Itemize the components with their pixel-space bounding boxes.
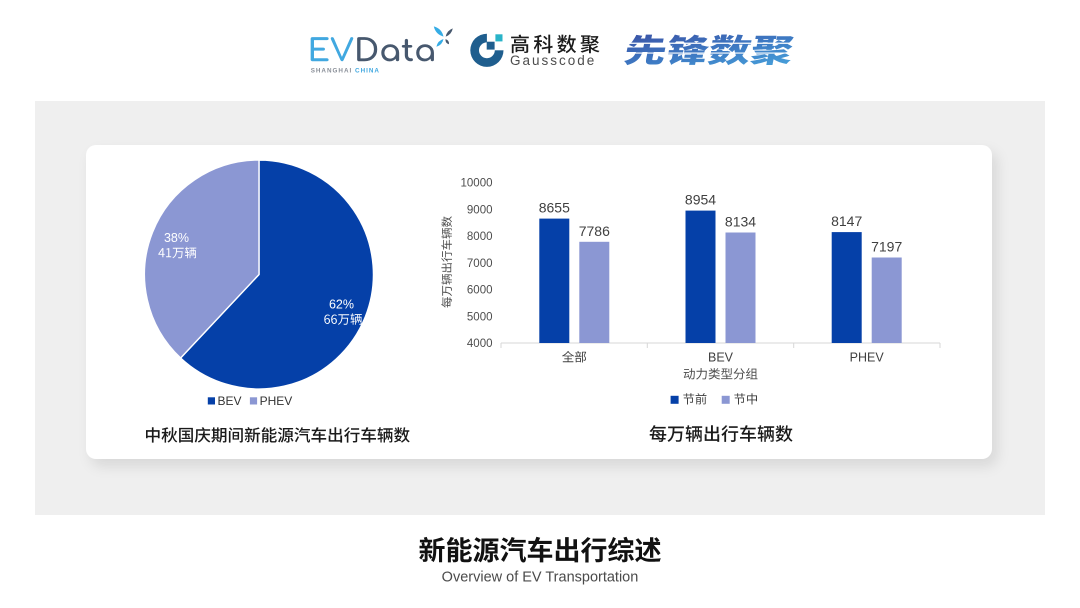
svg-text:7000: 7000 — [467, 258, 493, 270]
svg-text:5000: 5000 — [467, 311, 493, 323]
svg-text:62%: 62% — [329, 298, 354, 312]
svg-text:9000: 9000 — [467, 204, 493, 216]
svg-text:SHANGHAI CHINA: SHANGHAI CHINA — [311, 68, 380, 75]
svg-text:Overview of EV Transportation: Overview of EV Transportation — [442, 570, 639, 586]
svg-text:8000: 8000 — [467, 231, 493, 243]
svg-text:6000: 6000 — [467, 285, 493, 297]
svg-text:8655: 8655 — [539, 200, 570, 216]
svg-text:38%: 38% — [164, 231, 189, 245]
svg-text:PHEV: PHEV — [260, 394, 293, 408]
svg-text:10000: 10000 — [461, 178, 493, 190]
svg-text:8147: 8147 — [831, 213, 862, 229]
svg-text:8134: 8134 — [725, 214, 756, 230]
svg-text:8954: 8954 — [685, 192, 716, 208]
svg-text:Gausscode: Gausscode — [510, 53, 596, 68]
svg-text:7786: 7786 — [579, 223, 610, 239]
svg-text:PHEV: PHEV — [850, 351, 885, 365]
svg-text:BEV: BEV — [708, 351, 734, 365]
svg-text:4000: 4000 — [467, 338, 493, 350]
svg-text:BEV: BEV — [218, 394, 242, 408]
svg-text:7197: 7197 — [871, 239, 902, 255]
